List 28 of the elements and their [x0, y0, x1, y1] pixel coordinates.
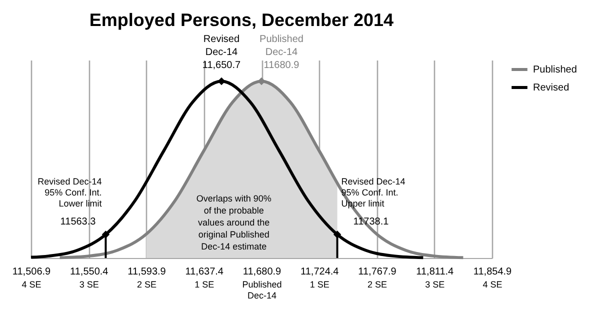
x-tick-label: 11,854.9 — [473, 266, 512, 278]
annotation: Overlaps with 90% of the probable values around the original Published Dec-14 estimate — [196, 194, 272, 252]
annotation: 11563.3 — [60, 216, 96, 228]
x-tick-label: 11,637.4 — [185, 266, 224, 278]
ref-line-label: Revised Dec-14 95% Conf. Int. Upper limit — [341, 176, 406, 208]
x2-tick-label: 1 SE — [310, 280, 330, 290]
x-tick-label: 11,680.9 — [242, 266, 282, 278]
x-tick-label: 11,506.9 — [12, 266, 52, 278]
annotation: Revised Dec-14 11,650.7 — [202, 34, 242, 72]
x2-tick-label: 1 SE — [194, 280, 214, 290]
x-tick-label: 11,767.9 — [358, 266, 397, 278]
x2-tick-label: 3 SE — [425, 280, 445, 290]
x-tick-label: 11,811.4 — [416, 266, 454, 278]
legend-label: Revised — [533, 82, 570, 94]
legend-label: Published — [533, 64, 577, 76]
x-tick-label: 11,724.4 — [300, 266, 340, 278]
x-tick-label: 11,593.9 — [128, 266, 166, 278]
annotation: 11738.1 — [353, 216, 390, 228]
x2-tick-label: 4 SE — [22, 280, 42, 290]
x2-tick-label: Published Dec-14 — [242, 280, 282, 300]
x2-tick-label: 3 SE — [79, 280, 99, 290]
ref-line-label: Revised Dec-14 95% Conf. Int. Lower limit — [38, 176, 102, 208]
x2-tick-label: 2 SE — [136, 280, 157, 290]
chart-title: Employed Persons, December 2014 — [89, 10, 394, 30]
x2-tick-label: 4 SE — [482, 280, 502, 290]
x-tick-label: 11,550.4 — [70, 266, 109, 278]
x2-tick-label: 2 SE — [367, 280, 388, 290]
annotation: Published Dec-14 11680.9 — [260, 34, 304, 72]
